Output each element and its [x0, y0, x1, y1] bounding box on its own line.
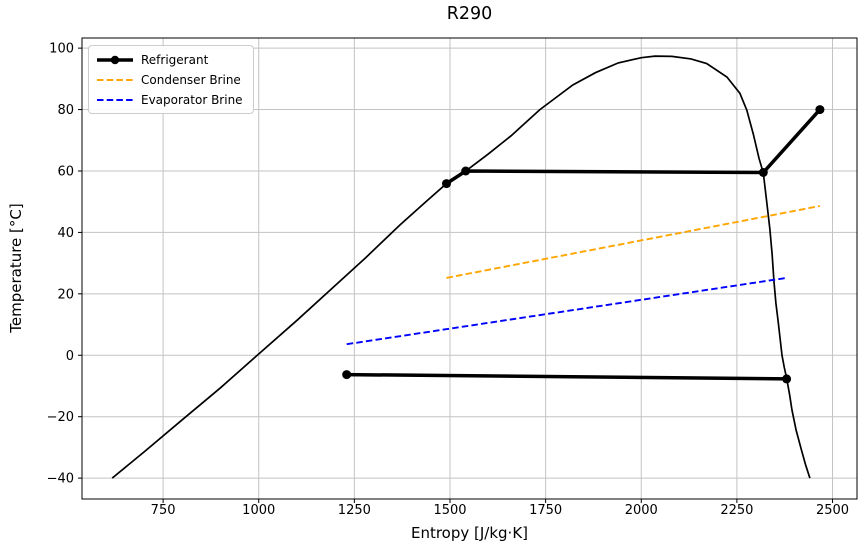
series: [111, 55, 825, 479]
x-tick-label: 750: [151, 503, 176, 518]
legend-marker: [110, 55, 120, 64]
y-axis-label: Temperature [°C]: [7, 203, 25, 333]
x-tick-label: 1250: [338, 503, 371, 518]
legend-label: Refrigerant: [141, 52, 209, 67]
series-line: [446, 205, 821, 279]
series-line: [111, 55, 811, 479]
y-tick-label: −40: [47, 472, 74, 487]
x-tick-label: 2250: [720, 503, 753, 518]
data-point-marker: [815, 105, 825, 115]
data-point-marker: [758, 168, 768, 177]
data-point-marker: [782, 374, 792, 384]
series-evaporator-brine: [346, 276, 787, 346]
y-tick-label: 100: [49, 42, 74, 57]
data-point-marker: [342, 370, 352, 380]
y-tick-label: 0: [66, 349, 74, 364]
series-condenser-brine: [446, 205, 821, 279]
legend-label: Evaporator Brine: [141, 92, 243, 107]
series-line: [346, 276, 787, 346]
y-tick-label: 80: [57, 103, 74, 118]
data-point-marker: [461, 166, 471, 176]
series-line: [346, 372, 787, 381]
ticks: 750 1000 1250 1500 1750 2000 2250 2500 −40 −20 0 20…: [47, 42, 850, 518]
x-tick-label: 1750: [529, 503, 562, 518]
series-refrigerant: [342, 105, 825, 384]
x-tick-label: 2500: [816, 503, 849, 518]
y-tick-label: 20: [57, 287, 74, 302]
y-tick-label: 40: [57, 226, 74, 241]
refrigerant-line-sample-icon: [97, 55, 133, 64]
legend-item-evaporator-brine: Evaporator Brine: [96, 91, 243, 108]
x-tick-label: 1500: [433, 503, 466, 518]
evaporator-brine-line-sample-icon: [97, 98, 133, 101]
x-tick-label: 2000: [625, 503, 658, 518]
legend-label: Condenser Brine: [141, 72, 241, 87]
plot-border: [81, 37, 858, 500]
x-tick-label: 1000: [242, 503, 275, 518]
condenser-brine-line-sample-icon: [97, 78, 133, 81]
chart-title: R290: [446, 4, 493, 24]
data-point-marker: [442, 179, 451, 189]
series-saturation-dome: [111, 55, 811, 479]
series-line: [445, 108, 822, 186]
legend-item-refrigerant: Refrigerant: [96, 51, 243, 68]
legend-item-condenser-brine: Condenser Brine: [96, 71, 243, 88]
x-axis-label: Entropy [J/kg·K]: [410, 524, 529, 542]
legend: Refrigerant Condenser Brine Evaporator B…: [88, 45, 254, 114]
y-tick-label: −20: [47, 410, 74, 425]
y-tick-label: 60: [57, 164, 74, 179]
